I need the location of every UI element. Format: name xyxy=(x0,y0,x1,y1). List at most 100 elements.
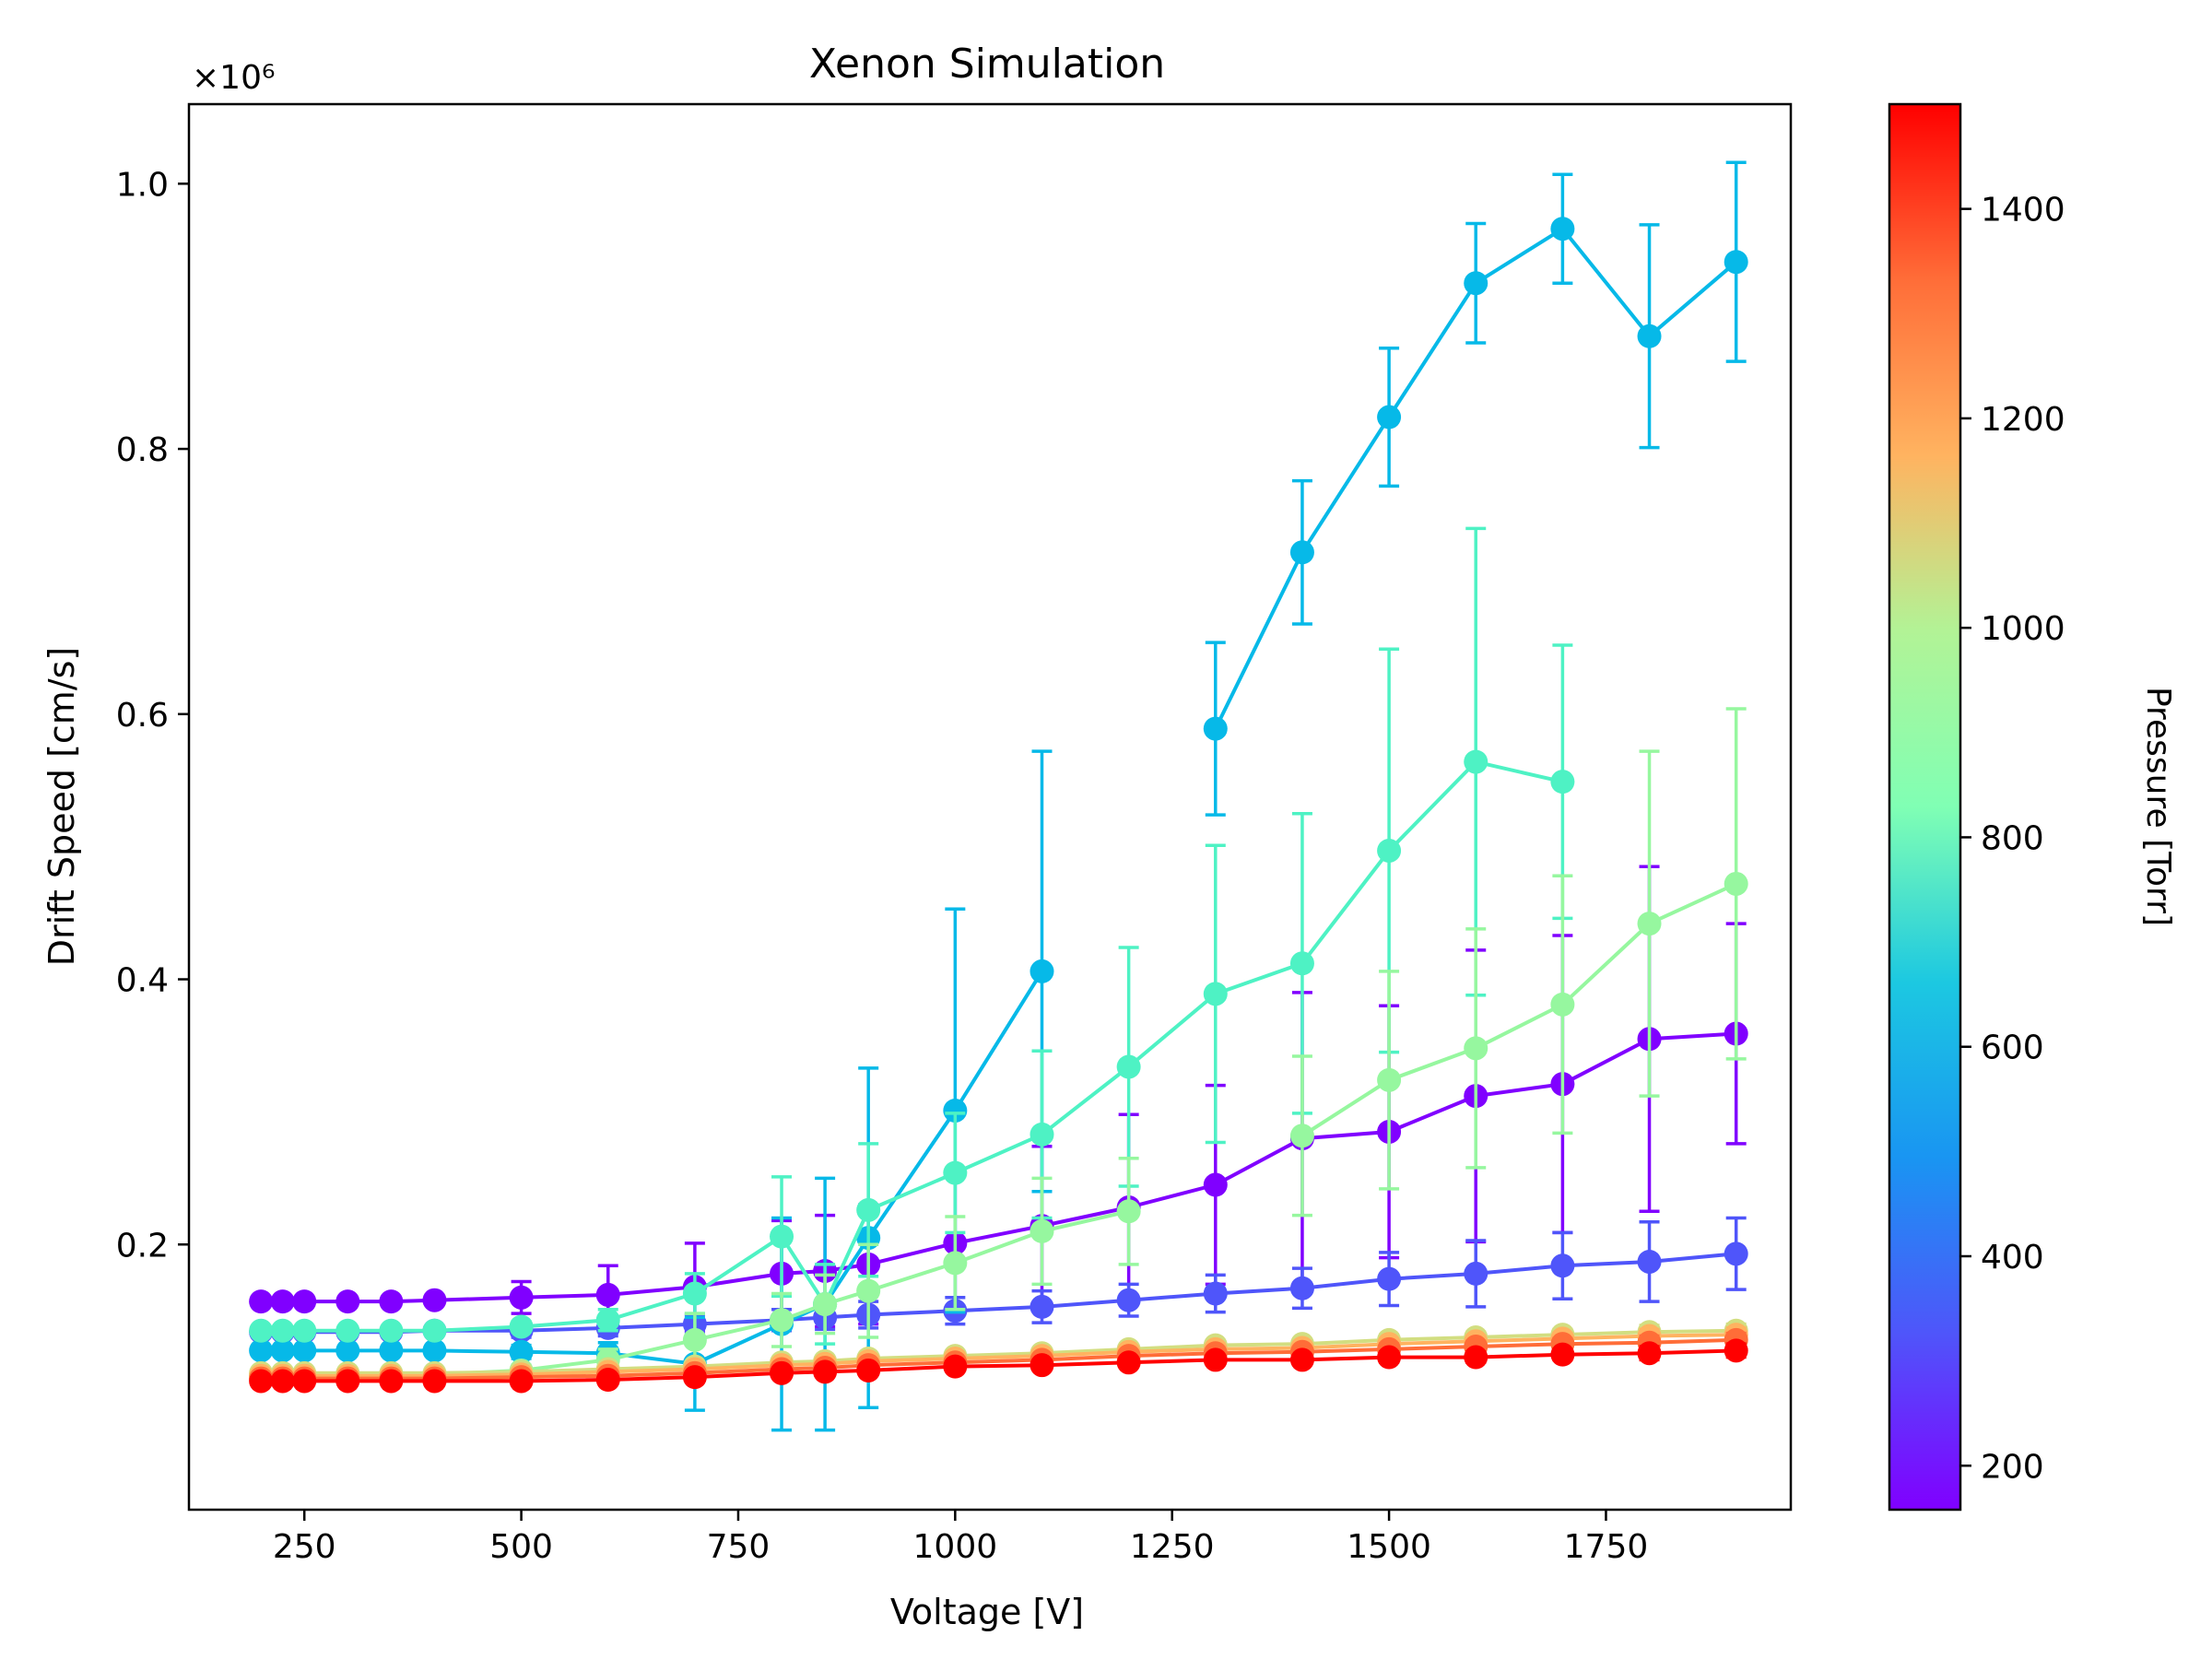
data-point xyxy=(1289,1347,1314,1372)
plot-frame xyxy=(187,102,1793,1512)
data-point xyxy=(422,1318,447,1343)
data-point xyxy=(1116,1350,1141,1375)
data-point xyxy=(292,1318,317,1343)
data-point xyxy=(1289,1124,1314,1148)
data-point xyxy=(943,1160,968,1185)
data-point xyxy=(595,1368,620,1393)
colorbar: 200 400 600 800 1000 1200 1400 Pressure [Torr] xyxy=(1888,102,2177,1512)
data-point xyxy=(249,1289,274,1314)
data-point xyxy=(1289,1276,1314,1300)
data-point xyxy=(249,1318,274,1343)
data-point xyxy=(1637,912,1662,936)
series-line xyxy=(261,1333,1736,1378)
data-point xyxy=(292,1369,317,1394)
colorbar-tick-label: 1000 xyxy=(1981,610,2065,648)
data-point xyxy=(682,1365,707,1390)
chart-title: Xenon Simulation xyxy=(809,41,1165,88)
colorbar-label: Pressure [Torr] xyxy=(2139,687,2177,926)
data-point xyxy=(1464,1036,1488,1061)
colorbar-tick-label: 600 xyxy=(1981,1030,2044,1067)
data-point xyxy=(1030,1353,1054,1378)
data-point xyxy=(1116,1288,1141,1312)
data-point xyxy=(813,1359,838,1384)
data-point xyxy=(422,1338,447,1363)
data-point xyxy=(682,1327,707,1352)
series-450 xyxy=(249,160,1748,1432)
data-point xyxy=(335,1369,360,1394)
data-point xyxy=(379,1318,404,1343)
data-point xyxy=(1724,1338,1748,1363)
data-point xyxy=(249,1369,274,1394)
data-point xyxy=(770,1308,794,1333)
colorbar-tick-label: 400 xyxy=(1981,1239,2044,1277)
data-point xyxy=(509,1285,534,1310)
data-point xyxy=(1550,217,1575,241)
data-point xyxy=(1377,1266,1402,1291)
data-point xyxy=(856,1278,881,1303)
plot-area xyxy=(249,160,1748,1432)
data-point xyxy=(379,1338,404,1363)
data-point xyxy=(1724,250,1748,275)
data-point xyxy=(509,1314,534,1339)
series-1500 xyxy=(249,1338,1748,1394)
data-point xyxy=(1377,1345,1402,1370)
data-point xyxy=(422,1369,447,1394)
data-point xyxy=(1377,838,1402,863)
series-line xyxy=(261,1337,1736,1381)
y-tick-label: 0.6 xyxy=(116,697,169,735)
data-point xyxy=(335,1318,360,1343)
data-point xyxy=(335,1338,360,1363)
data-point xyxy=(335,1289,360,1314)
data-point xyxy=(1464,749,1488,774)
data-point xyxy=(509,1339,534,1364)
data-point xyxy=(292,1338,317,1363)
data-point xyxy=(1203,1172,1228,1197)
y-tick-label: 0.4 xyxy=(116,962,169,1000)
colorbar-ticks: 200 400 600 800 1000 1200 1400 xyxy=(1960,192,2065,1486)
data-point xyxy=(1116,1054,1141,1079)
colorbar-tick-label: 800 xyxy=(1981,819,2044,857)
series-line xyxy=(261,1328,1736,1375)
data-point xyxy=(770,1360,794,1385)
data-point xyxy=(1550,770,1575,794)
data-point xyxy=(595,1282,620,1307)
data-point xyxy=(379,1289,404,1314)
data-point xyxy=(1203,1347,1228,1372)
data-point xyxy=(1030,959,1054,983)
data-point xyxy=(1030,1294,1054,1319)
data-point xyxy=(1464,1261,1488,1286)
data-point xyxy=(943,1098,968,1123)
x-tick-label: 1250 xyxy=(1130,1528,1215,1566)
series-300 xyxy=(249,1216,1748,1345)
data-point xyxy=(682,1281,707,1306)
data-point xyxy=(270,1338,295,1363)
data-point xyxy=(943,1354,968,1379)
y-axis-label: Drift Speed [cm/s] xyxy=(41,647,82,967)
data-point xyxy=(1724,1241,1748,1266)
data-point xyxy=(1550,1253,1575,1278)
data-point xyxy=(292,1289,317,1314)
y-axis: 0.2 0.4 0.6 0.8 1.0 xyxy=(116,166,189,1265)
series-line xyxy=(261,1031,1736,1304)
data-point xyxy=(270,1318,295,1343)
y-tick-label: 1.0 xyxy=(116,166,169,204)
data-point xyxy=(1289,951,1314,976)
data-point xyxy=(249,1338,274,1363)
series-650 xyxy=(249,526,1575,1346)
data-point xyxy=(856,1197,881,1222)
x-tick-label: 750 xyxy=(707,1528,771,1566)
data-point xyxy=(270,1289,295,1314)
x-tick-label: 250 xyxy=(273,1528,336,1566)
data-point xyxy=(1203,982,1228,1006)
data-point xyxy=(943,1251,968,1276)
data-point xyxy=(1550,992,1575,1017)
x-axis: 250 500 750 1000 1250 1500 1750 xyxy=(273,1510,1648,1566)
data-point xyxy=(1637,1341,1662,1366)
y-axis-scale-label: ×10⁶ xyxy=(192,59,275,97)
x-tick-label: 500 xyxy=(489,1528,553,1566)
x-axis-label: Voltage [V] xyxy=(890,1592,1084,1632)
data-point xyxy=(1203,1281,1228,1306)
data-point xyxy=(1030,1218,1054,1243)
data-point xyxy=(1377,405,1402,429)
